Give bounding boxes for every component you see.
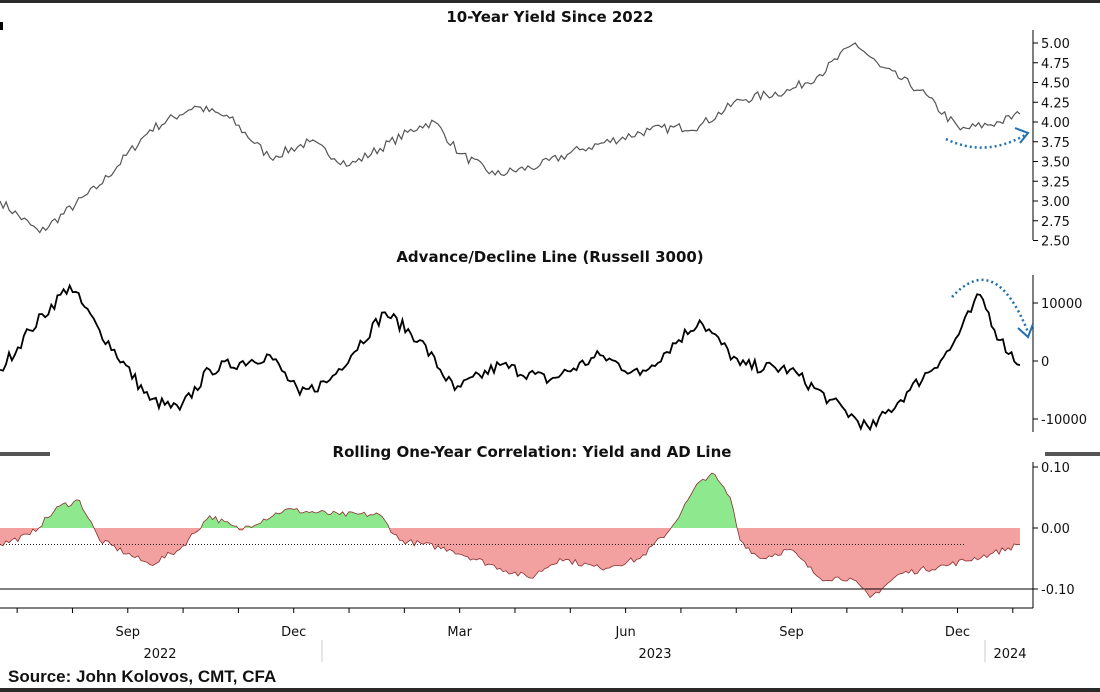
correlation-line	[0, 472, 1021, 599]
y-tick-label: 5.00	[1041, 37, 1070, 52]
ad-dotted-arrow	[951, 278, 1034, 339]
y-tick-label: 4.50	[1041, 77, 1070, 92]
y-tick-label: 10000	[1041, 297, 1082, 312]
y-tick-label: 0.10	[1041, 461, 1070, 476]
y-tick-label: 2.50	[1041, 235, 1070, 250]
x-axis: Sep Dec Mar Jun Sep Dec 2022 2023 2024	[16, 608, 1027, 662]
panel-2-title: Advance/Decline Line (Russell 3000)	[396, 248, 703, 266]
x-month-label: Mar	[447, 625, 472, 640]
correlation-negative-area	[0, 528, 1020, 598]
top-border	[0, 0, 1100, 3]
y-tick-label: 3.00	[1041, 195, 1070, 210]
x-year-label: 2023	[638, 647, 671, 662]
x-month-label: Sep	[116, 625, 141, 640]
source-note: Source: John Kolovos, CMT, CFA	[8, 667, 276, 686]
x-month-label: Dec	[281, 625, 306, 640]
yield-dotted-arrow	[945, 127, 1030, 149]
x-year-label: 2022	[143, 647, 176, 662]
ad-line	[0, 283, 1021, 432]
y-tick-label: -0.10	[1041, 583, 1075, 598]
y-tick-label: 0	[1041, 355, 1049, 370]
y-tick-label: 4.25	[1041, 96, 1070, 111]
panel-3-title: Rolling One-Year Correlation: Yield and …	[333, 443, 732, 461]
y-tick-label: -10000	[1041, 413, 1087, 428]
corner-mark	[0, 22, 3, 30]
y-tick-label: 4.75	[1041, 57, 1070, 72]
y-tick-label: 3.75	[1041, 136, 1070, 151]
y-tick-label: 3.25	[1041, 175, 1070, 190]
x-month-label: Dec	[945, 625, 970, 640]
panel-separator-left	[0, 452, 50, 456]
panel-separator-right	[1045, 452, 1100, 456]
panel-1-title: 10-Year Yield Since 2022	[446, 8, 653, 26]
plot-panels: 5.00 4.75 4.50 4.25 4.00 3.75 3.50 3.25 3.00 2.75…	[0, 30, 1087, 608]
y-tick-label: 2.75	[1041, 215, 1070, 230]
y-tick-label: 0.00	[1041, 522, 1070, 537]
bottom-border	[0, 688, 1100, 692]
x-month-label: Jun	[614, 625, 635, 640]
x-month-label: Sep	[779, 625, 804, 640]
yield-line	[0, 42, 1021, 234]
x-year-label: 2024	[993, 647, 1026, 662]
y-tick-label: 3.50	[1041, 156, 1070, 171]
y-tick-label: 4.00	[1041, 116, 1070, 131]
